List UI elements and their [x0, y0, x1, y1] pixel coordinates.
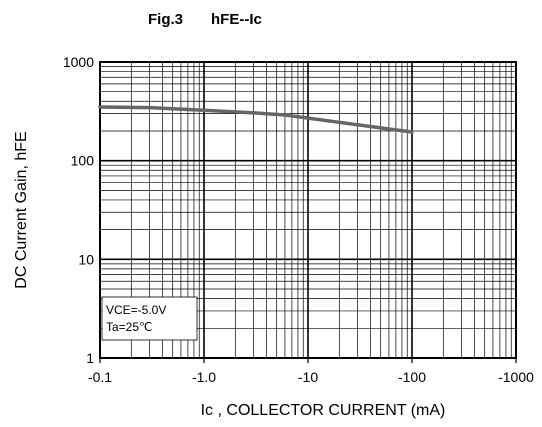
series-layer — [98, 105, 414, 134]
x-tick-label: -0.1 — [88, 369, 112, 385]
x-tick-label: -100 — [398, 369, 426, 385]
chart-subtitle: hFE--Ic — [211, 11, 262, 28]
condition-vce: VCE=-5.0V — [106, 303, 166, 317]
x-tick-label: -10 — [298, 369, 318, 385]
x-axis-label: Ic , COLLECTOR CURRENT (mA) — [201, 402, 446, 419]
x-tick-label: -1.0 — [192, 369, 216, 385]
y-tick-label: 10 — [78, 251, 94, 267]
text-layer: Fig.3 hFE--Ic -0.1 -1.0 -10 -100 -1000 1 10 100 10… — [13, 11, 534, 419]
hfe-curve — [98, 105, 414, 134]
condition-ta: Ta=25℃ — [106, 320, 153, 334]
plot-frame — [99, 61, 517, 363]
y-tick-label: 100 — [71, 153, 95, 169]
y-tick-label: 1 — [86, 350, 94, 366]
y-axis-label: DC Current Gain, hFE — [13, 131, 30, 288]
condition-box — [101, 296, 198, 341]
plot-grid — [100, 62, 516, 358]
chart-title: Fig.3 — [148, 11, 183, 28]
y-tick-label: 1000 — [63, 54, 94, 70]
x-tick-label: -1000 — [498, 369, 534, 385]
